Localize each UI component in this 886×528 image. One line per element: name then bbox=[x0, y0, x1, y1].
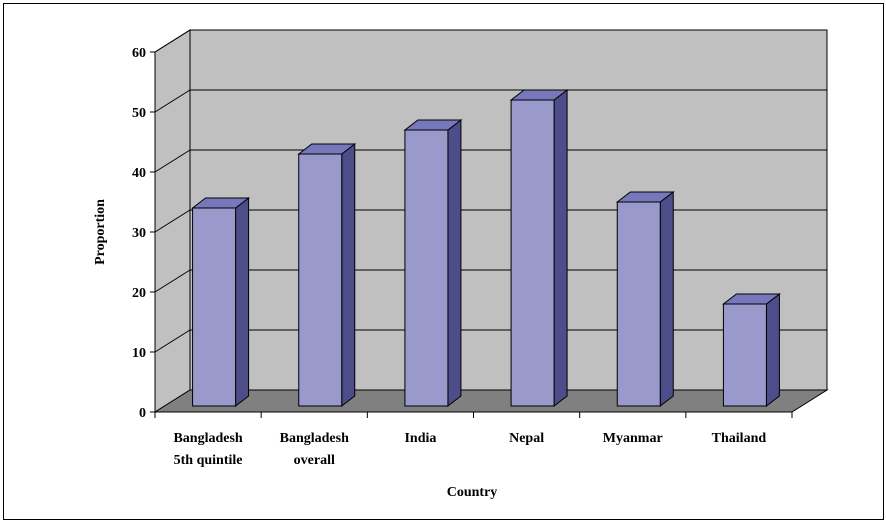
bar bbox=[191, 196, 251, 408]
x-tick-label: Bangladesh bbox=[280, 431, 349, 446]
bar bbox=[721, 292, 781, 408]
bar-side bbox=[765, 292, 780, 408]
bar bbox=[297, 142, 357, 408]
x-tick-label: India bbox=[404, 431, 436, 446]
y-tick-label: 50 bbox=[132, 106, 146, 121]
x-tick-label: overall bbox=[294, 453, 335, 468]
bar bbox=[403, 118, 463, 408]
x-tick-label: Nepal bbox=[509, 431, 544, 446]
bar-front bbox=[404, 129, 449, 407]
y-tick-label: 20 bbox=[132, 286, 146, 301]
bar-front bbox=[298, 153, 343, 407]
x-tick-label: Bangladesh bbox=[173, 431, 242, 446]
bar-front bbox=[192, 207, 237, 407]
bar-front bbox=[510, 99, 555, 407]
bar-side bbox=[659, 190, 674, 408]
bar-side bbox=[553, 88, 568, 408]
y-tick-label: 10 bbox=[132, 346, 146, 361]
x-tick-label: Myanmar bbox=[603, 431, 663, 446]
bar-side bbox=[235, 196, 250, 408]
y-tick-label: 60 bbox=[132, 46, 146, 61]
gridline-side bbox=[154, 29, 191, 53]
x-tick-label: 5th quintile bbox=[174, 453, 243, 468]
gridline-side bbox=[154, 89, 191, 113]
y-tick-label: 40 bbox=[132, 166, 146, 181]
gridline-side bbox=[154, 209, 191, 233]
bar-side bbox=[341, 142, 356, 408]
x-tick-label: Thailand bbox=[712, 431, 767, 446]
gridline-side bbox=[154, 329, 191, 353]
gridline-side bbox=[154, 149, 191, 173]
bar-front bbox=[722, 303, 767, 407]
x-axis-title: Country bbox=[447, 485, 498, 500]
bar-side bbox=[447, 118, 462, 408]
gridline-side bbox=[154, 269, 191, 293]
bar-front bbox=[616, 201, 661, 407]
bar bbox=[615, 190, 675, 408]
y-tick-label: 30 bbox=[132, 226, 146, 241]
y-axis-title: Proportion bbox=[93, 199, 108, 265]
y-tick-label: 0 bbox=[139, 406, 146, 421]
bar bbox=[509, 88, 569, 408]
